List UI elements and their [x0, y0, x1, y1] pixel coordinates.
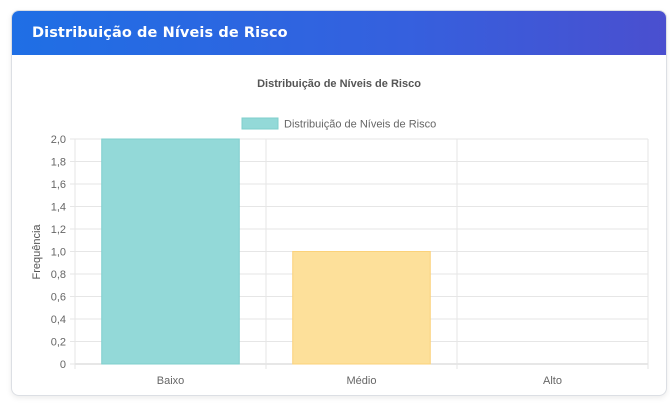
bars [101, 138, 431, 365]
x-tick-label: Médio [347, 375, 377, 387]
y-tick-label: 1,0 [51, 247, 66, 259]
x-tick-label: Alto [543, 375, 562, 387]
y-axis-ticks: 0 0,2 0,4 0,6 0,8 1,0 1,2 1,4 1,6 1,8 2,0 [51, 134, 66, 371]
y-tick-label: 0 [60, 359, 66, 371]
bar-baixo[interactable] [101, 138, 240, 365]
x-axis-ticks: Baixo Médio Alto [157, 375, 562, 387]
y-tick-label: 1,8 [51, 157, 66, 169]
y-tick-label: 1,6 [51, 179, 66, 191]
card-title: Distribuição de Níveis de Risco [32, 25, 288, 41]
legend-swatch [241, 117, 279, 130]
y-tick-label: 0,8 [51, 269, 66, 281]
legend-label: Distribuição de Níveis de Risco [284, 119, 436, 131]
y-tick-label: 1,4 [51, 202, 66, 214]
chart-area: Distribuição de Níveis de Risco Distribu… [12, 55, 666, 395]
bar-chart: Distribuição de Níveis de Risco Distribu… [31, 78, 649, 387]
x-tick-label: Baixo [157, 375, 185, 387]
y-tick-label: 0,6 [51, 292, 66, 304]
card-header: Distribuição de Níveis de Risco [12, 11, 666, 55]
chart-card: Distribuição de Níveis de Risco Distribu… [11, 10, 667, 396]
y-tick-label: 0,4 [51, 314, 66, 326]
chart-title: Distribuição de Níveis de Risco [257, 78, 421, 90]
chart-legend[interactable]: Distribuição de Níveis de Risco [241, 117, 436, 131]
y-tick-label: 2,0 [51, 134, 66, 146]
y-tick-label: 1,2 [51, 224, 66, 236]
bar-médio[interactable] [292, 251, 431, 365]
y-axis-label: Frequência [31, 224, 43, 280]
y-tick-label: 0,2 [51, 337, 66, 349]
